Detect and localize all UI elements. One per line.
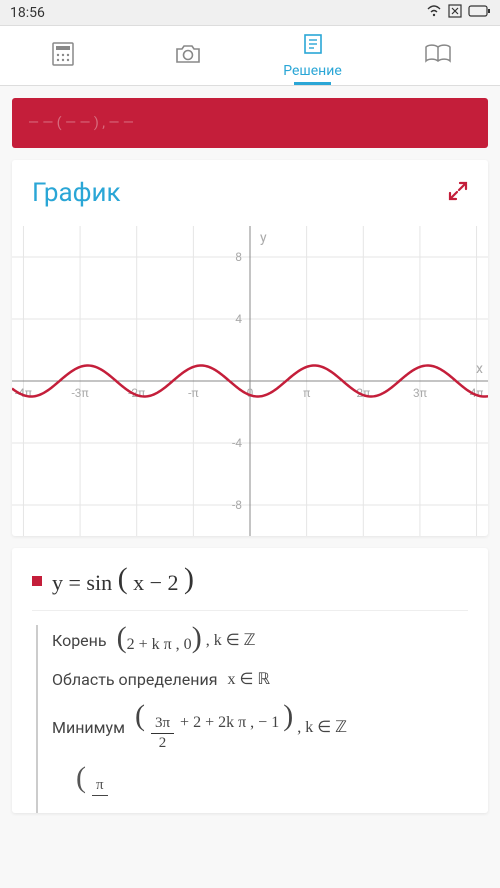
svg-text:-4: -4 [232, 436, 242, 450]
tab-solution-label: Решение [283, 63, 342, 79]
root-row: Корень (2 + k π , 0) , k ∈ ℤ [52, 625, 468, 655]
graph-header: График [12, 160, 488, 226]
banner-text: — — ( — — ) , — — [28, 115, 134, 131]
max-row-partial: М ( π [52, 765, 468, 813]
wifi-icon [426, 5, 442, 21]
min-rest: + 2 + 2k π , − 1 [180, 714, 279, 731]
max-fraction: π [92, 778, 108, 813]
tab-book[interactable] [375, 26, 500, 85]
svg-text:x: x [476, 361, 483, 377]
svg-text:8: 8 [235, 250, 242, 264]
domain-row: Область определения x ∈ ℝ [52, 669, 468, 689]
min-row: Минимум ( 3π 2 + 2 + 2k π , − 1 ) , k ∈ … [52, 703, 468, 751]
equation-banner[interactable]: — — ( — — ) , — — [12, 98, 488, 148]
svg-text:-3π: -3π [71, 386, 88, 400]
details-block: Корень (2 + k π , 0) , k ∈ ℤ Область опр… [36, 625, 468, 813]
svg-text:π: π [303, 386, 310, 400]
cancel-box-icon [448, 4, 462, 22]
formula-card: y = sin ( x − 2 ) Корень (2 + k π , 0) ,… [12, 548, 488, 813]
calculator-icon [50, 41, 76, 71]
battery-icon [468, 5, 490, 21]
tab-calculator[interactable] [0, 26, 125, 85]
domain-expr: x ∈ ℝ [227, 669, 270, 689]
svg-text:y: y [260, 230, 267, 246]
status-time: 18:56 [10, 5, 45, 21]
camera-icon [174, 43, 202, 69]
domain-label: Область определения [52, 670, 217, 689]
equation-row: y = sin ( x − 2 ) [32, 566, 468, 611]
chart-area[interactable]: -4π-3π-2π-π0π2π3π4π-8-448xy [12, 226, 488, 536]
status-bar: 18:56 [0, 0, 500, 26]
book-icon [424, 43, 452, 69]
root-expr: 2 + k π , 0 [127, 636, 192, 653]
tab-camera[interactable] [125, 26, 250, 85]
graph-card: График -4π-3π-2π-π0π2π3π4π-8-448xy [12, 160, 488, 536]
svg-text:-π: -π [188, 386, 198, 400]
status-icons [426, 4, 490, 22]
root-tail: , k ∈ ℤ [206, 630, 256, 650]
expand-icon[interactable] [448, 181, 468, 205]
equation-bullet [32, 576, 42, 586]
sine-chart: -4π-3π-2π-π0π2π3π4π-8-448xy [12, 226, 488, 536]
svg-text:-8: -8 [232, 498, 242, 512]
root-label: Корень [52, 631, 107, 650]
svg-text:3π: 3π [413, 386, 427, 400]
svg-text:4: 4 [235, 312, 242, 326]
graph-title: График [32, 178, 121, 208]
min-fraction: 3π 2 [151, 716, 174, 751]
min-tail: , k ∈ ℤ [297, 717, 347, 737]
tab-bar: Решение [0, 26, 500, 86]
document-icon [301, 33, 325, 61]
min-label: Минимум [52, 718, 125, 737]
tab-solution[interactable]: Решение [250, 26, 375, 85]
